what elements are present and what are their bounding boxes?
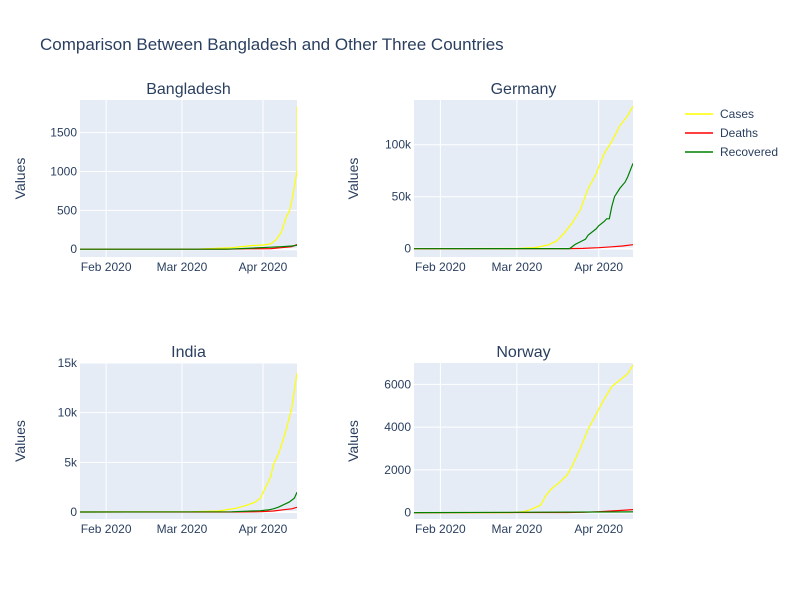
x-tick-label: Mar 2020	[157, 260, 208, 274]
series-line-recovered	[80, 244, 297, 250]
y-axis-title: Values	[12, 158, 28, 200]
subplots: Feb 2020 Mar 2020 Apr 2020 0 500 1000 1500 Bang…	[12, 81, 633, 536]
y-tick-label: 6000	[384, 377, 411, 391]
y-axis-title: Values	[345, 158, 361, 200]
x-tick-label: Apr 2020	[239, 260, 288, 274]
x-tick-label: Mar 2020	[492, 260, 543, 274]
y-tick-label: 0	[404, 242, 411, 256]
subplot-bangladesh: Feb 2020 Mar 2020 Apr 2020 0 500 1000 1500 Bang…	[12, 81, 297, 274]
y-tick-label: 50k	[392, 190, 412, 204]
plot-area-india	[80, 363, 297, 519]
y-tick-label: 0	[70, 505, 77, 519]
legend[interactable]: Cases Deaths Recovered	[685, 107, 778, 159]
x-tick-label: Feb 2020	[415, 522, 466, 536]
series-line-cases	[414, 105, 633, 250]
x-tick-label: Mar 2020	[157, 522, 208, 536]
y-tick-label: 15k	[58, 356, 78, 370]
y-tick-label: 0	[70, 242, 77, 256]
subplot-norway: Feb 2020 Mar 2020 Apr 2020 0 2000 4000 6000 Nor…	[345, 344, 633, 536]
chart-title: Comparison Between Bangladesh and Other …	[40, 35, 504, 54]
legend-label: Recovered	[720, 145, 778, 159]
y-axis-title: Values	[12, 420, 28, 462]
y-tick-label: 500	[57, 203, 77, 217]
series-line-cases	[80, 372, 297, 513]
legend-label: Deaths	[720, 126, 758, 140]
legend-label: Cases	[720, 107, 754, 121]
series-line-recovered	[80, 491, 297, 513]
x-tick-label: Mar 2020	[492, 522, 543, 536]
series-line-cases	[414, 364, 633, 514]
subplot-title: Germany	[491, 81, 557, 98]
series-line-recovered	[414, 163, 633, 250]
subplot-title: India	[171, 344, 206, 361]
y-tick-label: 4000	[384, 420, 411, 434]
x-tick-label: Feb 2020	[415, 260, 466, 274]
y-tick-label: 1000	[50, 165, 77, 179]
subplot-title: Bangladesh	[146, 81, 231, 98]
subplot-india: Feb 2020 Mar 2020 Apr 2020 0 5k 10k 15k India Va…	[12, 344, 297, 536]
plot-area-germany	[414, 100, 633, 257]
plot-area-norway	[414, 363, 633, 519]
subplot-title: Norway	[496, 344, 550, 361]
x-tick-label: Apr 2020	[574, 260, 623, 274]
y-tick-label: 0	[404, 506, 411, 520]
x-tick-label: Apr 2020	[239, 522, 288, 536]
series-line-recovered	[414, 511, 633, 514]
legend-item-deaths[interactable]: Deaths	[685, 126, 758, 140]
x-tick-label: Apr 2020	[574, 522, 623, 536]
legend-item-recovered[interactable]: Recovered	[685, 145, 778, 159]
x-tick-label: Feb 2020	[81, 260, 132, 274]
series-line-cases	[80, 106, 297, 250]
y-axis-title: Values	[345, 420, 361, 462]
y-tick-label: 1500	[50, 126, 77, 140]
y-tick-label: 5k	[64, 455, 78, 469]
x-tick-label: Feb 2020	[81, 522, 132, 536]
subplot-germany: Feb 2020 Mar 2020 Apr 2020 0 50k 100k Germany V…	[345, 81, 633, 274]
y-tick-label: 100k	[385, 138, 412, 152]
plot-area-bangladesh	[80, 100, 297, 257]
y-tick-label: 10k	[58, 406, 78, 420]
y-tick-label: 2000	[384, 463, 411, 477]
legend-item-cases[interactable]: Cases	[685, 107, 754, 121]
